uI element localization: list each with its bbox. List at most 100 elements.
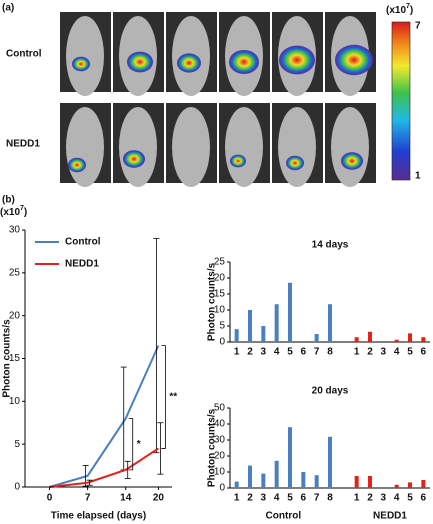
legend-label: Control [65, 237, 101, 248]
x-tick-label: 3 [261, 347, 267, 358]
bar [274, 304, 279, 342]
signal [341, 152, 363, 170]
mouse-images [60, 12, 376, 187]
x-tick-label: 2 [367, 347, 373, 358]
x-tick-label: 8 [327, 493, 333, 504]
panel-label: (a) [2, 3, 14, 14]
x-tick-label: 20 [153, 493, 165, 504]
signal [286, 155, 304, 171]
bar [288, 427, 292, 488]
y-tick-label: 5 [14, 439, 20, 450]
legend-label: NEDD1 [65, 259, 99, 270]
x-tick-label: 8 [327, 347, 333, 358]
error-bar [157, 422, 164, 475]
x-tick-label: 2 [367, 493, 373, 504]
signal [123, 150, 145, 168]
bar [368, 476, 372, 488]
y-tick-label: 10 [214, 305, 226, 316]
x-tick-label: 14 [120, 493, 132, 504]
y-tick-label: 5 [219, 321, 225, 332]
mouse-body [66, 16, 104, 96]
signal [72, 56, 90, 72]
bar [394, 339, 399, 342]
bar [234, 481, 239, 488]
y-tick-label: 30 [9, 225, 21, 236]
bar [314, 334, 319, 342]
y-axis-title: Photon counts/s [207, 408, 218, 487]
bar [421, 480, 426, 488]
bar [301, 472, 306, 488]
error-bar [153, 238, 160, 454]
error-bar [124, 460, 131, 479]
significance-bracket [161, 345, 166, 449]
bar [248, 310, 252, 342]
colorbar-min: 1 [415, 171, 421, 182]
x-tick-label: 6 [301, 493, 307, 504]
line [49, 447, 159, 488]
significance-label: * [137, 439, 141, 450]
y-tick-label: 25 [9, 267, 21, 278]
x-tick-label: 3 [381, 493, 387, 504]
x-tick-label: 3 [381, 347, 387, 358]
y-tick-label: 10 [214, 467, 226, 478]
x-tick-label: 4 [274, 347, 280, 358]
group-label: NEDD1 [373, 511, 407, 522]
bar [234, 329, 239, 342]
signal [127, 51, 153, 73]
y-unit: (x107) [0, 205, 27, 218]
signal [230, 154, 246, 168]
x-tick-label: 7 [314, 347, 320, 358]
row-label: Control [6, 49, 42, 60]
y-tick-label: 0 [219, 483, 225, 494]
x-tick-label: 6 [421, 493, 427, 504]
x-tick-label: 4 [394, 493, 400, 504]
mouse-body [278, 107, 316, 187]
y-tick-label: 0 [219, 337, 225, 348]
y-tick-label: 10 [9, 396, 21, 407]
bar [368, 331, 372, 342]
x-tick-label: 3 [261, 493, 267, 504]
group-label: Control [266, 511, 302, 522]
y-axis-title: Photon counts/s [2, 319, 13, 398]
signal [177, 53, 201, 73]
bar [261, 326, 266, 342]
unit: (x10 [386, 5, 406, 16]
unit: ) [24, 207, 27, 218]
x-tick-label: 1 [354, 493, 360, 504]
significance-bracket [128, 418, 134, 471]
y-axis-title: Photon counts/s [207, 262, 218, 341]
unit-exp: 7 [406, 3, 410, 10]
unit-exp: 7 [20, 205, 24, 212]
chart-title: 14 days [312, 240, 349, 251]
chart-title: 20 days [312, 386, 349, 397]
mouse-body [66, 107, 104, 187]
bar [288, 282, 292, 342]
x-tick-label: 6 [301, 347, 307, 358]
bar [248, 465, 252, 488]
bar [274, 460, 279, 488]
signal [68, 157, 86, 173]
line [49, 345, 160, 488]
mouse-body [331, 107, 369, 187]
signal [229, 50, 259, 74]
bar [314, 475, 319, 488]
x-tick-label: 2 [247, 493, 253, 504]
y-tick-label: 15 [9, 353, 21, 364]
bar [354, 337, 359, 342]
y-tick-label: 15 [214, 289, 226, 300]
bar [261, 473, 266, 488]
x-tick-label: 7 [314, 493, 320, 504]
x-axis-title: Time elapsed (days) [51, 511, 146, 522]
mouse-body [172, 107, 210, 187]
bar [408, 333, 412, 342]
y-tick-label: 30 [214, 435, 226, 446]
mouse-body [225, 107, 263, 187]
y-tick-label: 20 [9, 310, 21, 321]
colorbar [391, 21, 411, 181]
significance-label: ** [169, 392, 177, 403]
x-tick-label: 5 [407, 493, 413, 504]
row-label: NEDD1 [6, 139, 40, 150]
x-tick-label: 4 [394, 347, 400, 358]
x-tick-label: 4 [274, 493, 280, 504]
